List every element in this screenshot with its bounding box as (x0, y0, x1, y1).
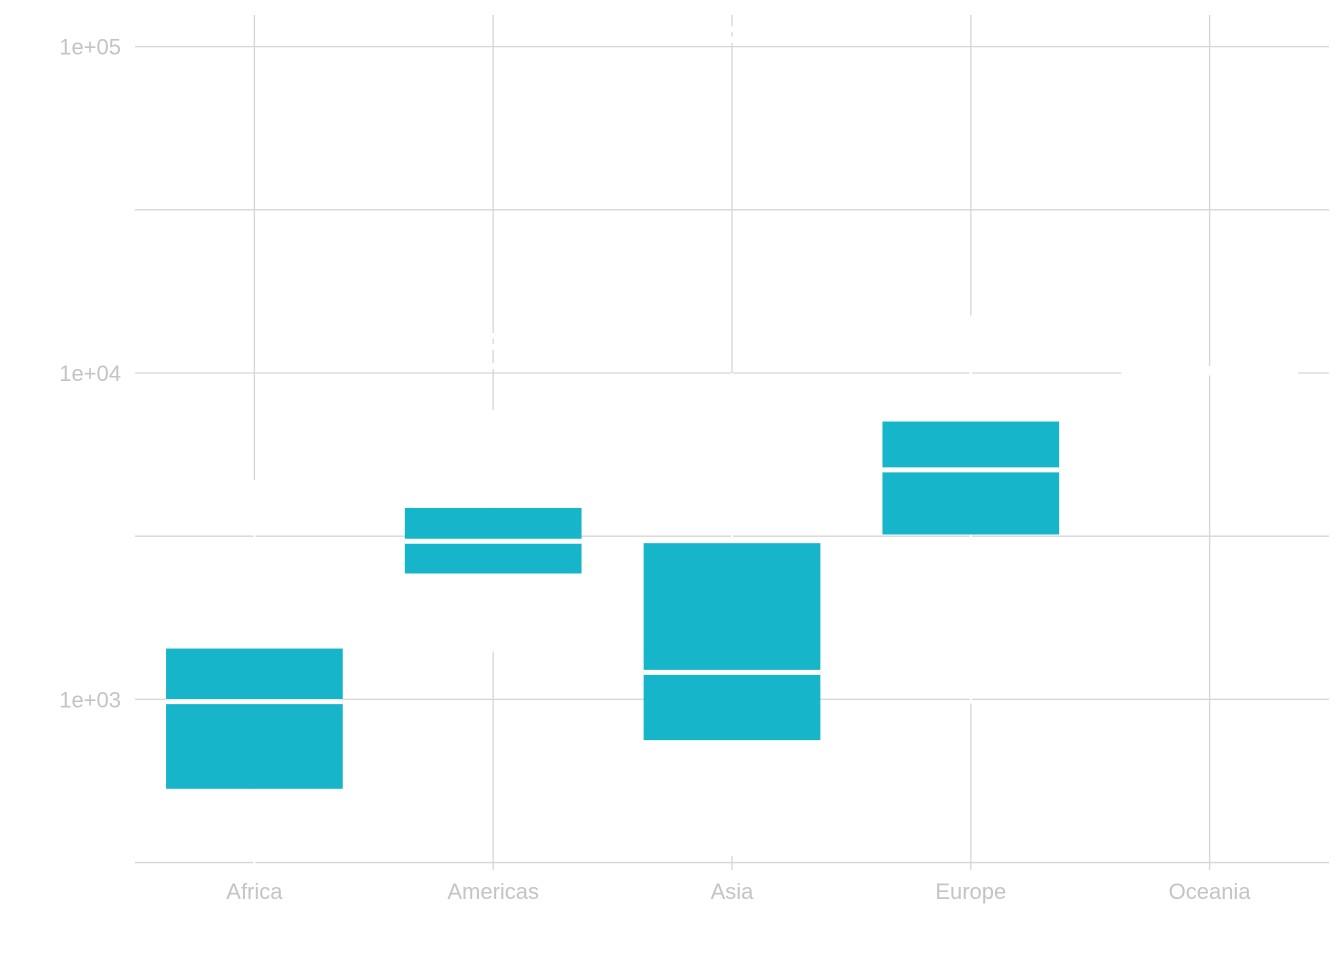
box-europe (882, 315, 1060, 704)
outlier-point (729, 26, 735, 33)
box-body (166, 648, 343, 789)
outlier-point (729, 36, 735, 43)
box-oceania (1121, 366, 1298, 376)
outlier-point (490, 332, 497, 339)
x-tick-label: Americas (447, 879, 539, 904)
box-americas (404, 410, 582, 652)
x-tick-label: Asia (711, 879, 755, 904)
box-asia (643, 372, 821, 857)
outlier-point (490, 363, 497, 370)
axis-layer: 1e+03 1e+04 1e+05 Africa Americas Asia Europe O… (59, 35, 1251, 904)
outlier-point (490, 344, 497, 351)
x-tick-label: Europe (935, 879, 1006, 904)
y-tick-label: 1e+04 (59, 361, 121, 386)
y-tick-label: 1e+03 (59, 687, 121, 712)
x-tick-label: Oceania (1169, 879, 1252, 904)
data-layer (166, 26, 1298, 902)
box-body (882, 421, 1060, 535)
box-africa (166, 480, 343, 902)
box-body (643, 543, 821, 741)
x-tick-label: Africa (226, 879, 283, 904)
y-tick-label: 1e+05 (59, 35, 121, 60)
